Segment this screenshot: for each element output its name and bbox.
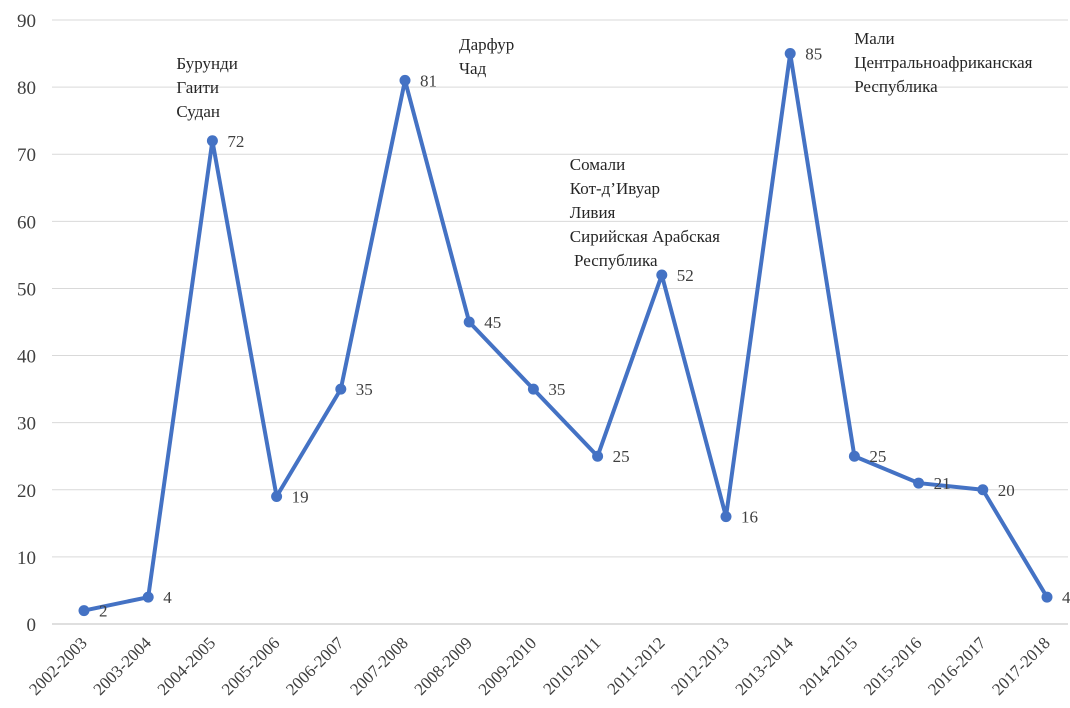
annotation-line: Центральноафриканская bbox=[854, 53, 1032, 72]
y-tick-label: 50 bbox=[17, 279, 36, 300]
data-label: 25 bbox=[613, 447, 630, 466]
x-tick-label: 2005-2006 bbox=[218, 633, 284, 699]
data-label: 4 bbox=[1062, 588, 1070, 607]
x-tick-label: 2004-2005 bbox=[154, 633, 220, 699]
data-label: 85 bbox=[805, 45, 822, 64]
annotation-line: Кот-д’Ивуар bbox=[570, 179, 660, 198]
data-label: 72 bbox=[227, 132, 244, 151]
data-point bbox=[848, 450, 860, 462]
data-point bbox=[527, 383, 539, 395]
annotation-line: Гаити bbox=[176, 78, 219, 97]
data-point bbox=[977, 484, 989, 496]
annotation-line: Чад bbox=[459, 59, 487, 78]
data-label: 52 bbox=[677, 266, 694, 285]
x-tick-label: 2007-2008 bbox=[346, 633, 412, 699]
data-point bbox=[592, 450, 604, 462]
x-axis-ticks: 2002-20032003-20042004-20052005-20062006… bbox=[25, 633, 1054, 699]
y-tick-label: 60 bbox=[17, 212, 36, 233]
x-tick-label: 2013-2014 bbox=[731, 633, 797, 699]
x-tick-label: 2002-2003 bbox=[25, 633, 91, 699]
x-tick-label: 2017-2018 bbox=[988, 633, 1054, 699]
data-label: 25 bbox=[869, 447, 886, 466]
data-label: 16 bbox=[741, 508, 758, 527]
data-point bbox=[206, 135, 218, 147]
data-point bbox=[142, 591, 154, 603]
data-label: 21 bbox=[934, 474, 951, 493]
y-tick-label: 80 bbox=[17, 78, 36, 99]
annotation-text: Мали Центральноафриканская Республика bbox=[854, 29, 1032, 96]
data-label: 35 bbox=[356, 380, 373, 399]
data-label: 19 bbox=[292, 487, 309, 506]
annotation-text: Дарфур Чад bbox=[459, 35, 514, 78]
y-tick-label: 10 bbox=[17, 548, 36, 569]
data-label: 4 bbox=[163, 588, 172, 607]
data-point bbox=[463, 316, 475, 328]
annotation-line: Сомали bbox=[570, 155, 625, 174]
data-label: 20 bbox=[998, 481, 1015, 500]
annotations: Бурунди Гаити Судан Дарфур Чад Сомали Кот-д’Ив… bbox=[176, 29, 1032, 270]
data-point bbox=[720, 511, 732, 523]
annotation-line: Республика bbox=[570, 251, 658, 270]
y-tick-label: 40 bbox=[17, 347, 36, 368]
data-point bbox=[784, 48, 796, 60]
x-tick-label: 2012-2013 bbox=[667, 633, 733, 699]
data-label: 2 bbox=[99, 602, 108, 621]
x-tick-label: 2011-2012 bbox=[604, 633, 669, 698]
annotation-text: Бурунди Гаити Судан bbox=[176, 54, 237, 121]
data-label: 35 bbox=[548, 380, 565, 399]
data-point bbox=[1041, 591, 1053, 603]
data-point bbox=[656, 269, 668, 281]
y-tick-label: 20 bbox=[17, 481, 36, 502]
annotation-line: Ливия bbox=[570, 203, 616, 222]
annotation-line: Судан bbox=[176, 102, 220, 121]
y-tick-label: 30 bbox=[17, 414, 36, 435]
annotation-text: Сомали Кот-д’Ивуар Ливия Сирийская Арабская… bbox=[570, 155, 720, 270]
y-tick-label: 70 bbox=[17, 145, 36, 166]
y-axis-ticks: 0 10 20 30 40 50 60 70 80 90 bbox=[17, 11, 36, 636]
data-point bbox=[78, 605, 90, 617]
annotation-line: Бурунди bbox=[176, 54, 237, 73]
x-tick-label: 2009-2010 bbox=[475, 633, 541, 699]
annotation-line: Дарфур bbox=[459, 35, 514, 54]
data-label: 45 bbox=[484, 313, 501, 332]
y-tick-label: 90 bbox=[17, 11, 36, 32]
x-tick-label: 2010-2011 bbox=[539, 633, 604, 698]
data-point bbox=[399, 74, 411, 86]
x-tick-label: 2008-2009 bbox=[410, 633, 476, 699]
y-tick-label: 0 bbox=[27, 615, 37, 636]
data-point bbox=[335, 383, 347, 395]
series-line-group: 2 4 72 19 35 81 45 35 25 52 16 85 25 21 20 4 bbox=[78, 45, 1070, 621]
annotation-line: Республика bbox=[854, 77, 938, 96]
annotation-line: Мали bbox=[854, 29, 894, 48]
series-line bbox=[82, 51, 1049, 613]
x-tick-label: 2006-2007 bbox=[282, 633, 348, 699]
data-point bbox=[913, 477, 925, 489]
x-tick-label: 2015-2016 bbox=[860, 633, 926, 699]
data-point bbox=[271, 490, 283, 502]
x-tick-label: 2014-2015 bbox=[796, 633, 862, 699]
x-tick-label: 2003-2004 bbox=[89, 633, 155, 699]
gridlines bbox=[52, 19, 1068, 625]
x-tick-label: 2016-2017 bbox=[924, 633, 990, 699]
annotation-line: Сирийская Арабская bbox=[570, 227, 720, 246]
data-label: 81 bbox=[420, 71, 437, 90]
